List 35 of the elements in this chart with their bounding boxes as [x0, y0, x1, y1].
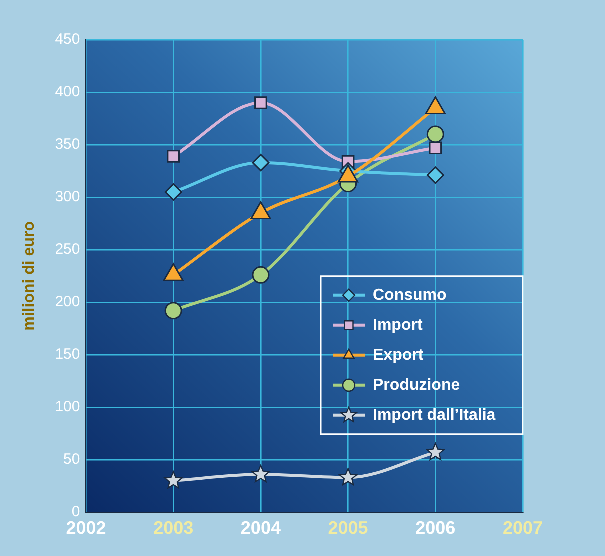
- point: [164, 183, 182, 201]
- point: [426, 126, 444, 144]
- y-tick-label: 100: [55, 398, 80, 416]
- point: [339, 468, 358, 486]
- y-tick-label: 300: [55, 188, 80, 206]
- point: [252, 465, 270, 482]
- y-tick-label: 400: [55, 84, 80, 101]
- y-axis-title: milioni di euro: [21, 221, 38, 331]
- x-tick-label: 2006: [416, 518, 456, 538]
- point: [167, 150, 180, 163]
- x-tick-label: 2003: [154, 518, 194, 538]
- point: [429, 142, 442, 155]
- x-tick-label: 2004: [240, 518, 281, 538]
- legend-label: Import dall’Italia: [373, 406, 496, 424]
- legend-label: Import: [373, 316, 424, 334]
- legend-label: Export: [373, 346, 424, 364]
- point: [426, 166, 444, 184]
- y-tick-label: 0: [72, 504, 80, 521]
- point: [164, 302, 182, 320]
- x-tick-label: 2007: [502, 518, 544, 538]
- legend-label: Produzione: [373, 376, 460, 394]
- y-tick-label: 350: [55, 136, 80, 154]
- y-tick-label: 150: [55, 346, 80, 364]
- point: [164, 471, 183, 489]
- point: [252, 154, 270, 172]
- point: [254, 96, 268, 110]
- point: [252, 266, 270, 284]
- y-tick-label: 450: [55, 31, 80, 48]
- x-tick-label: 2005: [328, 518, 368, 538]
- x-tick-label: 2002: [66, 518, 106, 538]
- y-tick-label: 200: [55, 294, 80, 311]
- y-tick-label: 250: [55, 241, 80, 258]
- point: [426, 442, 445, 460]
- legend-label: Consumo: [373, 286, 447, 304]
- y-tick-label: 50: [64, 451, 80, 468]
